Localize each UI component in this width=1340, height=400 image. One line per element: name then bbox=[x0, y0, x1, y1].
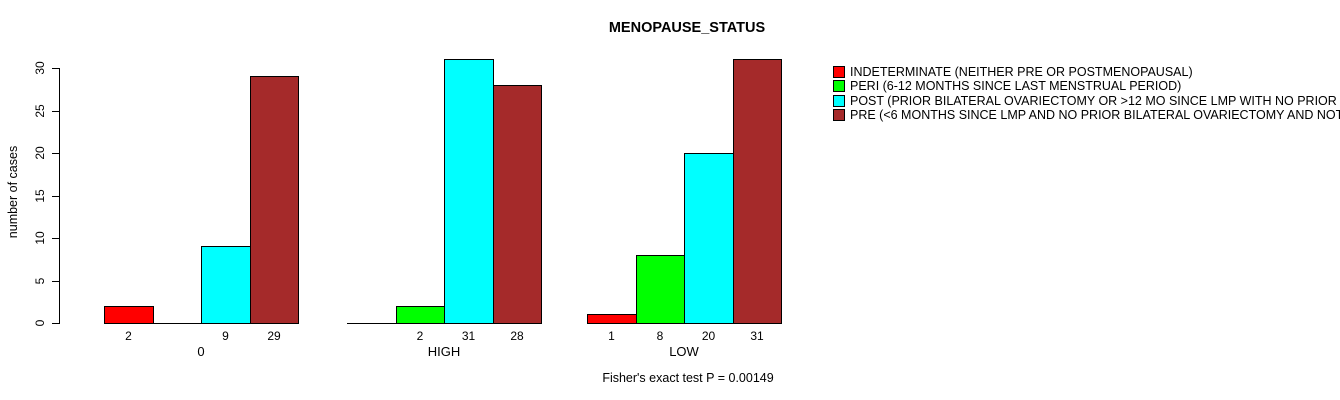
legend-row: PERI (6-12 MONTHS SINCE LAST MENSTRUAL P… bbox=[833, 78, 1182, 93]
legend-row: INDETERMINATE (NEITHER PRE OR POSTMENOPA… bbox=[833, 64, 1193, 79]
bar-value-label: 31 bbox=[750, 329, 764, 343]
legend-swatch bbox=[833, 108, 845, 121]
category-label: HIGH bbox=[427, 344, 461, 359]
bar-value-label: 1 bbox=[608, 329, 615, 343]
y-tick bbox=[52, 281, 59, 282]
bar-value-label: 29 bbox=[267, 329, 281, 343]
legend-swatch bbox=[833, 65, 845, 78]
y-tick bbox=[52, 323, 59, 324]
legend-swatch bbox=[833, 94, 845, 107]
bar-value-label: 31 bbox=[461, 329, 476, 343]
bar bbox=[636, 255, 685, 324]
bar-value-label: 2 bbox=[125, 329, 132, 343]
y-tick-label: 10 bbox=[33, 231, 47, 245]
y-tick-label: 20 bbox=[33, 146, 47, 160]
bar-value-label: 2 bbox=[416, 329, 424, 343]
legend-row: PRE (<6 MONTHS SINCE LMP AND NO PRIOR BI… bbox=[833, 107, 1340, 122]
y-tick-label: 25 bbox=[33, 104, 47, 118]
bar bbox=[396, 306, 445, 324]
legend-label: PERI (6-12 MONTHS SINCE LAST MENSTRUAL P… bbox=[850, 78, 1182, 93]
chart-title: MENOPAUSE_STATUS bbox=[608, 20, 766, 36]
bar bbox=[733, 59, 782, 324]
legend-row: POST (PRIOR BILATERAL OVARIECTOMY OR >12… bbox=[833, 93, 1340, 108]
y-tick bbox=[52, 196, 59, 197]
y-tick bbox=[52, 238, 59, 239]
y-axis-label: number of cases bbox=[6, 145, 20, 239]
y-tick bbox=[52, 111, 59, 112]
y-tick-label: 15 bbox=[33, 189, 47, 203]
legend-label: POST (PRIOR BILATERAL OVARIECTOMY OR >12… bbox=[850, 93, 1340, 108]
bar bbox=[201, 246, 251, 324]
category-label: LOW bbox=[669, 344, 699, 359]
legend-swatch bbox=[833, 79, 845, 92]
bar bbox=[250, 76, 299, 324]
bar bbox=[587, 314, 637, 324]
category-label: 0 bbox=[197, 344, 205, 359]
legend-label: PRE (<6 MONTHS SINCE LMP AND NO PRIOR BI… bbox=[850, 107, 1340, 122]
y-tick bbox=[52, 153, 59, 154]
fisher-test-note: Fisher's exact test P = 0.00149 bbox=[602, 371, 774, 385]
bar bbox=[104, 306, 154, 324]
bar bbox=[493, 85, 542, 324]
y-tick-label: 0 bbox=[33, 319, 47, 327]
bar-value-label: 20 bbox=[701, 329, 716, 343]
legend-label: INDETERMINATE (NEITHER PRE OR POSTMENOPA… bbox=[850, 64, 1193, 79]
bar bbox=[444, 59, 494, 324]
bar bbox=[684, 153, 734, 324]
bar-value-label: 9 bbox=[222, 329, 229, 343]
y-axis-line bbox=[59, 68, 60, 324]
y-tick-label: 30 bbox=[33, 61, 47, 75]
y-tick bbox=[52, 68, 59, 69]
bar-value-label: 28 bbox=[510, 329, 524, 343]
y-tick-label: 5 bbox=[33, 277, 47, 285]
bar-value-label: 8 bbox=[656, 329, 664, 343]
